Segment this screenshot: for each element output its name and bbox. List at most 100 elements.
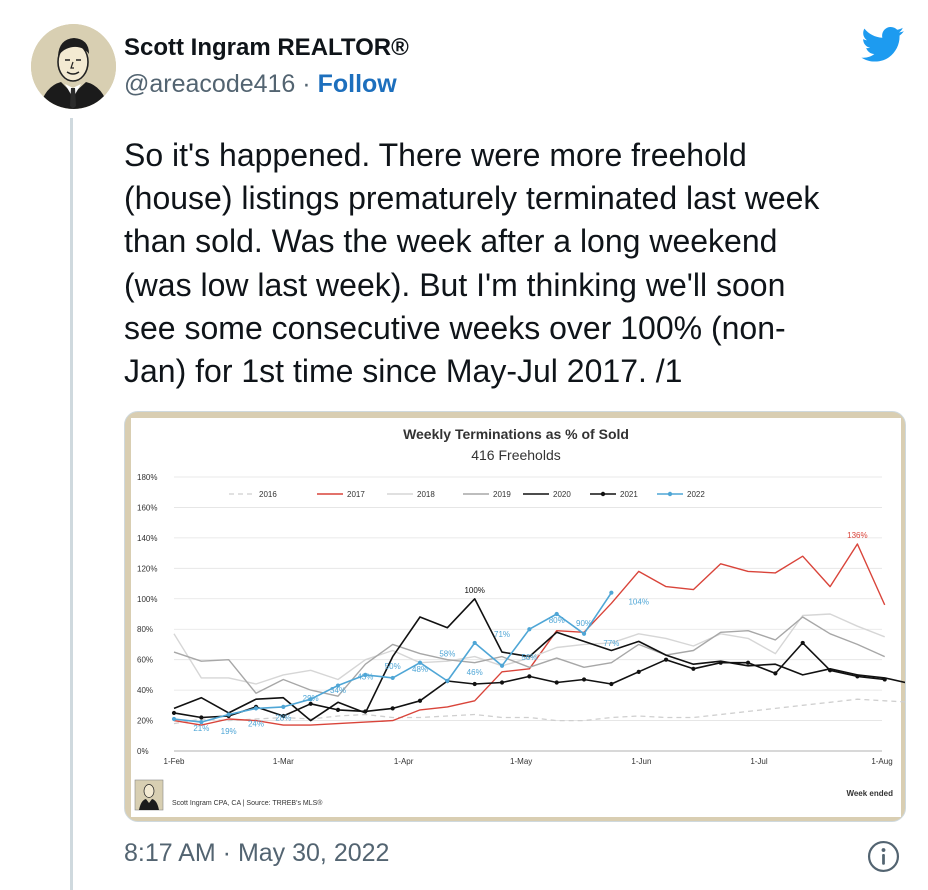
data-label: 21% — [193, 724, 209, 733]
data-point-2021 — [827, 668, 833, 673]
data-point-2021 — [390, 706, 395, 711]
chart-data-labels: 21% 19% 24% 28% 29% 34% 43% 50% 48% 58% 46% 71% 56% 8… — [193, 531, 867, 736]
data-label: 46% — [467, 668, 483, 677]
data-label: 19% — [221, 727, 237, 736]
legend-label: 2020 — [553, 490, 571, 499]
twitter-bird-icon[interactable] — [861, 27, 905, 63]
x-tick-label: 1-May — [510, 757, 532, 766]
data-point-2022 — [472, 640, 477, 646]
info-icon[interactable] — [867, 840, 900, 873]
data-point-2021 — [363, 709, 368, 714]
x-tick-label: 1-Feb — [164, 757, 185, 766]
data-point-2021 — [745, 660, 751, 665]
x-tick-label: 1-Jul — [750, 757, 768, 766]
data-label: 43% — [357, 673, 373, 682]
chart-image[interactable]: Weekly Terminations as % of Sold 416 Fre… — [124, 411, 906, 822]
legend-label: 2021 — [620, 490, 638, 499]
chart-svg: Weekly Terminations as % of Sold 416 Fre… — [131, 418, 905, 817]
data-point-2022 — [417, 660, 423, 665]
data-point-2022 — [171, 716, 177, 722]
data-point-2022 — [554, 611, 559, 617]
chart-subtitle: 416 Freeholds — [471, 447, 561, 463]
chart-footer-source: Scott Ingram CPA, CA | Source: TRREB's M… — [172, 799, 323, 807]
y-axis: 0% 20% 40% 60% 80% 100% 120% 140% 160% 180% — [137, 473, 157, 756]
chart-background — [131, 418, 901, 817]
data-point-2021 — [663, 657, 669, 662]
data-point-2022 — [445, 678, 450, 684]
data-point-2021 — [472, 681, 477, 687]
data-point-2021 — [855, 674, 860, 679]
data-point-2022 — [335, 683, 341, 688]
author-handle-row: @areacode416 · Follow — [124, 70, 397, 99]
tweet-text-line: than sold. Was the week after a long wee… — [124, 223, 778, 260]
handle-separator: · — [302, 70, 311, 98]
data-point-2022 — [390, 675, 395, 681]
data-point-2022 — [253, 706, 259, 711]
data-label: 48% — [412, 665, 428, 674]
data-point-2022 — [499, 663, 505, 668]
tweet-text: So it's happened. There were more freeho… — [124, 134, 914, 393]
x-axis: 1-Feb 1-Mar 1-Apr 1-May 1-Jun 1-Jul 1-Aug — [164, 757, 893, 766]
legend-label: 2017 — [347, 490, 365, 499]
series-line-2019 — [173, 616, 885, 697]
data-point-2021 — [417, 698, 423, 703]
tweet-text-line: see some consecutive weeks over 100% (no… — [124, 309, 786, 346]
legend-label: 2022 — [687, 490, 705, 499]
x-tick-label: 1-Aug — [871, 757, 892, 766]
legend-label: 2019 — [493, 490, 511, 499]
data-point-2022 — [308, 697, 313, 702]
data-point-2022 — [363, 672, 368, 677]
legend-marker — [667, 491, 673, 497]
data-label: 24% — [248, 719, 264, 728]
footer-avatar-suit — [139, 799, 159, 810]
y-tick-label: 160% — [137, 503, 157, 512]
data-label: 80% — [549, 616, 565, 625]
author-portrait — [31, 24, 116, 109]
data-point-2021 — [636, 669, 641, 674]
x-tick-label: 1-Apr — [394, 757, 414, 766]
author-name[interactable]: Scott Ingram REALTOR® — [124, 34, 409, 61]
y-tick-label: 140% — [137, 534, 157, 543]
data-point-2022 — [281, 704, 286, 709]
data-point-2021 — [800, 640, 805, 646]
data-label: 77% — [603, 639, 619, 648]
data-label: 100% — [464, 586, 484, 595]
data-point-2021 — [554, 680, 559, 685]
y-tick-label: 40% — [137, 686, 153, 695]
data-point-2022 — [226, 712, 231, 717]
data-label: 34% — [330, 686, 346, 695]
chart-series — [171, 543, 905, 726]
tweet-text-line: (was low last week). But I'm thinking we… — [124, 266, 786, 303]
y-tick-label: 20% — [137, 717, 153, 726]
chart-legend: 2016 2017 2018 2019 2020 2021 2022 — [229, 490, 705, 499]
data-point-2022 — [199, 719, 204, 725]
data-label: 50% — [385, 662, 401, 671]
x-tick-label: 1-Mar — [273, 757, 294, 766]
tweet-text-line: (house) listings prematurely terminated … — [124, 180, 820, 217]
data-point-2021 — [718, 660, 723, 665]
data-point-2021 — [773, 671, 778, 676]
follow-button[interactable]: Follow — [317, 70, 397, 98]
legend-marker — [600, 491, 606, 497]
footer-avatar-face — [143, 784, 155, 798]
y-tick-label: 80% — [137, 625, 153, 634]
data-label: 56% — [521, 653, 537, 662]
series-line-2017 — [173, 543, 886, 726]
x-axis-title: Week ended — [846, 789, 893, 798]
data-point-2021 — [581, 677, 587, 682]
data-point-2022 — [581, 631, 587, 636]
data-point-2021 — [691, 666, 696, 671]
series-line-2016 — [173, 698, 905, 725]
data-point-2021 — [527, 674, 532, 679]
data-point-2021 — [335, 707, 341, 712]
author-handle[interactable]: @areacode416 — [124, 70, 296, 98]
data-label: 104% — [628, 598, 648, 607]
tweet-timestamp[interactable]: 8:17 AM · May 30, 2022 — [124, 839, 390, 867]
data-point-2021 — [499, 680, 505, 685]
chart-title: Weekly Terminations as % of Sold — [403, 426, 629, 442]
tweet-text-line: Jan) for 1st time since May-Jul 2017. /1 — [124, 353, 683, 390]
series-line-2018 — [173, 613, 885, 685]
author-avatar[interactable] — [31, 24, 116, 109]
data-label: 71% — [494, 630, 510, 639]
